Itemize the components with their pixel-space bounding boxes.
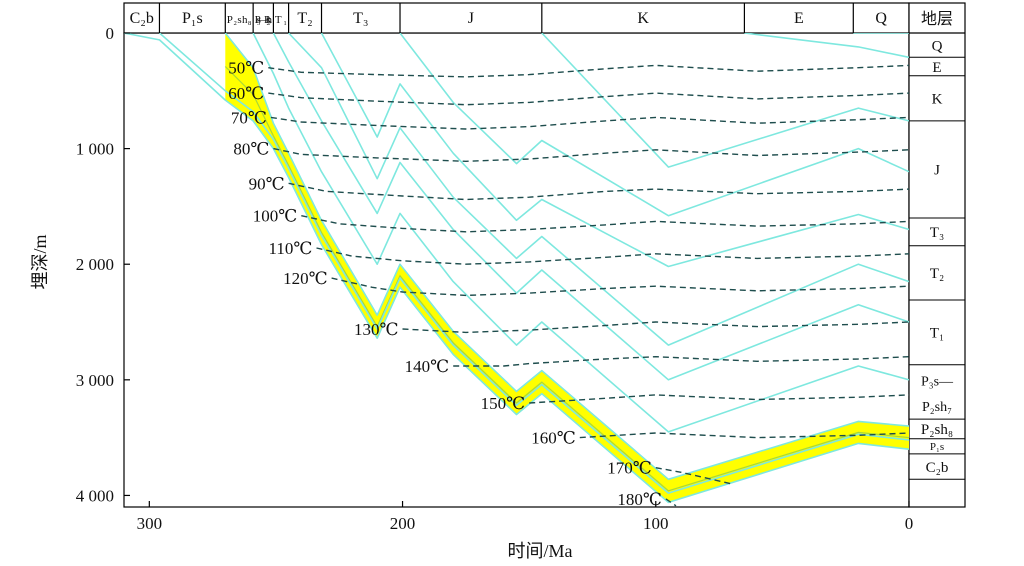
strata-header-frame — [123, 2, 910, 34]
x-axis-title: 时间/Ma — [508, 541, 573, 561]
y-tick-label: 0 — [106, 24, 115, 43]
y-tick-label: 3 000 — [76, 371, 114, 390]
isotherm-line — [655, 467, 732, 485]
burial-curve — [158, 33, 909, 494]
isotherm-label: 120℃ — [283, 269, 328, 288]
isotherm-label: 70℃ — [231, 108, 267, 127]
x-tick-label: 0 — [905, 514, 914, 533]
isotherm-label: 150℃ — [481, 394, 526, 413]
y-axis-title: 埋深/m — [30, 234, 50, 289]
burial-curve — [744, 33, 909, 59]
y-tick-label: 2 000 — [76, 255, 114, 274]
header-stratum-label: P₂sh₈ — [227, 14, 252, 26]
isotherm-line — [579, 432, 909, 439]
x-tick-label: 300 — [137, 514, 163, 533]
burial-curve — [541, 33, 909, 168]
burial-curve — [124, 33, 909, 504]
isotherm-line — [273, 147, 909, 163]
strata-header: C₂b P₁s P₂sh₈ P₃s—P₂sh₇ T₁ T₂ T₃ J K E Q — [123, 2, 910, 34]
isotherm-label: 180℃ — [617, 490, 662, 509]
isotherm-line — [268, 92, 909, 106]
isotherm-label: 60℃ — [228, 84, 264, 103]
burial-curve — [399, 33, 909, 217]
isotherm-line — [529, 394, 909, 404]
isotherm-label: 130℃ — [354, 320, 399, 339]
header-stratum-label: K — [637, 10, 649, 27]
strata-column-label: P₂sh₈ — [921, 422, 953, 438]
burial-curve — [288, 33, 909, 346]
header-stratum-label: E — [794, 10, 804, 27]
x-tick-label: 200 — [390, 514, 416, 533]
strata-column-label: T₂ — [930, 266, 944, 282]
isotherm-line — [402, 321, 909, 334]
isotherm-line — [270, 116, 909, 130]
strata-column-label: E — [932, 60, 941, 76]
strata-column-label: P₃s— — [921, 374, 954, 389]
isotherm-line — [301, 215, 909, 233]
header-stratum-label: Q — [875, 10, 887, 27]
isotherm-line — [453, 355, 909, 367]
isotherm-label: 50℃ — [228, 59, 264, 78]
y-tick-label: 1 000 — [76, 140, 114, 159]
header-stratum-label: P₃s—P₂sh₇ — [255, 14, 273, 26]
isotherm-label: 110℃ — [269, 239, 313, 258]
strata-column-title: 地层 — [921, 10, 953, 28]
y-tick-label: 4 000 — [76, 486, 114, 505]
isotherm-line — [665, 498, 677, 507]
strata-column: 地层 QEK J T₃ T₂ T₁ P₃s— P₂sh₇ P₂sh₈ P₁s C₂b — [908, 2, 966, 508]
strata-column-label: K — [932, 92, 943, 108]
burial-curve — [272, 33, 909, 381]
isotherm-line — [316, 247, 909, 265]
isotherm-line — [268, 64, 909, 78]
strata-column-sublabel: P₂sh₇ — [922, 400, 952, 415]
strata-column-label: J — [934, 163, 940, 179]
header-stratum-label: P₁s — [182, 10, 203, 27]
burial-curve — [320, 33, 909, 268]
x-tick-label: 100 — [643, 514, 669, 533]
header-stratum-label: T₁ — [275, 14, 287, 26]
isotherm-label: 90℃ — [249, 174, 285, 193]
header-stratum-label: J — [468, 10, 474, 27]
strata-column-label: P₁s — [930, 441, 944, 453]
strata-column-label: T₁ — [930, 326, 944, 342]
strata-column-label: Q — [932, 38, 943, 54]
isotherm-line — [288, 182, 909, 201]
strata-column-frame — [908, 2, 966, 508]
isotherm-label: 140℃ — [405, 357, 450, 376]
burial-curve — [224, 33, 909, 481]
isotherm-label: 170℃ — [607, 459, 652, 478]
isotherm-label: 100℃ — [253, 207, 298, 226]
strata-column-label: C₂b — [926, 460, 949, 476]
header-stratum-label: T₂ — [297, 10, 312, 27]
isotherm-label: 80℃ — [233, 140, 269, 159]
isotherm-label: 160℃ — [531, 429, 576, 448]
header-stratum-label: T₃ — [353, 10, 368, 27]
header-stratum-label: C₂b — [130, 10, 154, 27]
reservoir-highlight-band — [225, 33, 909, 503]
strata-column-label: T₃ — [930, 225, 944, 241]
reservoir-band-midline — [224, 66, 909, 492]
burial-curve — [252, 33, 909, 433]
